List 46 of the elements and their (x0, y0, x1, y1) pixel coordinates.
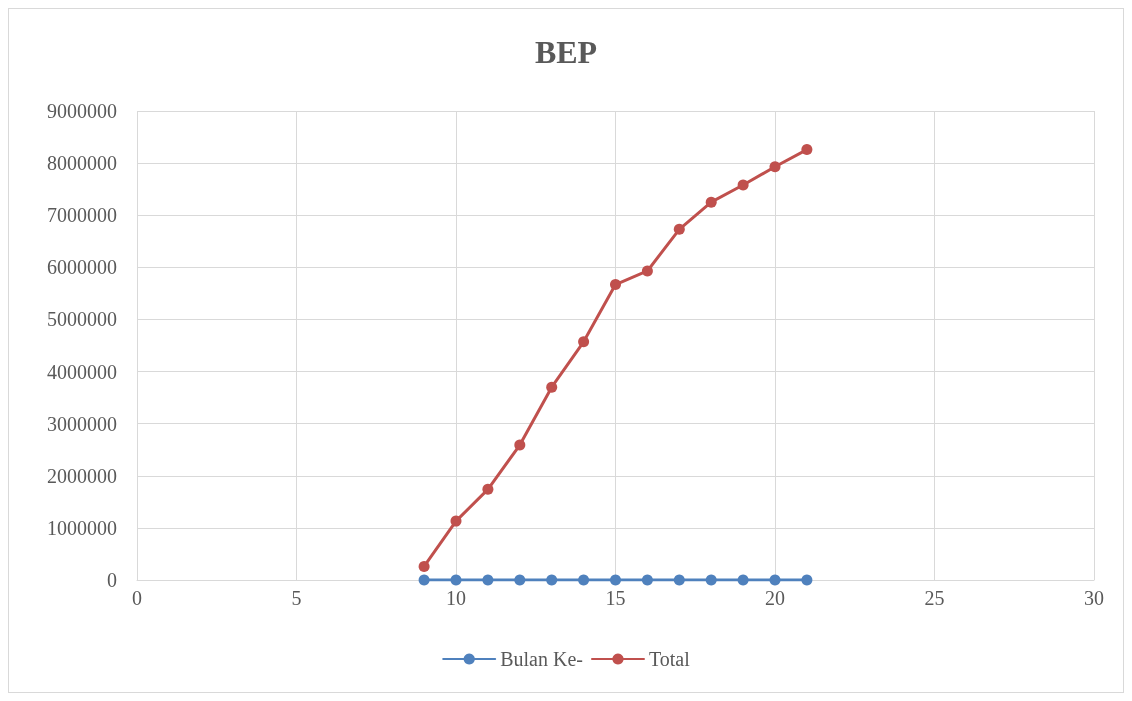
point (737, 574, 749, 586)
point (769, 574, 781, 586)
y-tick-label: 6000000 (47, 256, 117, 279)
point (610, 574, 621, 586)
point (578, 574, 590, 586)
point (546, 574, 558, 586)
point (737, 179, 749, 191)
point (673, 223, 685, 235)
point (769, 161, 781, 173)
point (546, 381, 558, 393)
point (578, 336, 590, 348)
x-tick-label: 20 (765, 587, 785, 609)
y-tick-label: 3000000 (47, 412, 117, 435)
point (450, 515, 462, 527)
x-tick-label: 15 (605, 587, 626, 609)
point (482, 483, 494, 495)
x-tick-label: 25 (924, 587, 945, 609)
y-tick-label: 0 (107, 569, 117, 591)
x-tick-label: 30 (1084, 587, 1104, 609)
point (610, 279, 621, 291)
chart-title: BEP (534, 34, 598, 70)
y-tick-label: 9000000 (47, 100, 117, 122)
x-tick-label: 5 (291, 587, 302, 609)
x-tick-label: 10 (446, 587, 466, 609)
point (418, 574, 430, 586)
point (418, 560, 430, 572)
y-tick-label: 7000000 (47, 204, 117, 227)
point (801, 144, 813, 156)
point (514, 439, 526, 451)
legend-label: Bulan Ke- (500, 648, 583, 670)
point (641, 574, 653, 586)
y-tick-label: 1000000 (47, 516, 117, 539)
legend-label: Total (648, 648, 691, 670)
x-tick-label: 0 (132, 587, 142, 609)
point (801, 574, 813, 586)
point (673, 574, 685, 586)
y-tick-label: 5000000 (47, 308, 117, 331)
y-tick-label: 8000000 (47, 152, 117, 175)
point (705, 196, 717, 208)
point (641, 265, 653, 277)
y-tick-label: 2000000 (47, 464, 117, 487)
point (450, 574, 462, 586)
point (482, 574, 494, 586)
point (705, 574, 717, 586)
y-tick-label: 4000000 (47, 360, 117, 383)
point (514, 574, 526, 586)
